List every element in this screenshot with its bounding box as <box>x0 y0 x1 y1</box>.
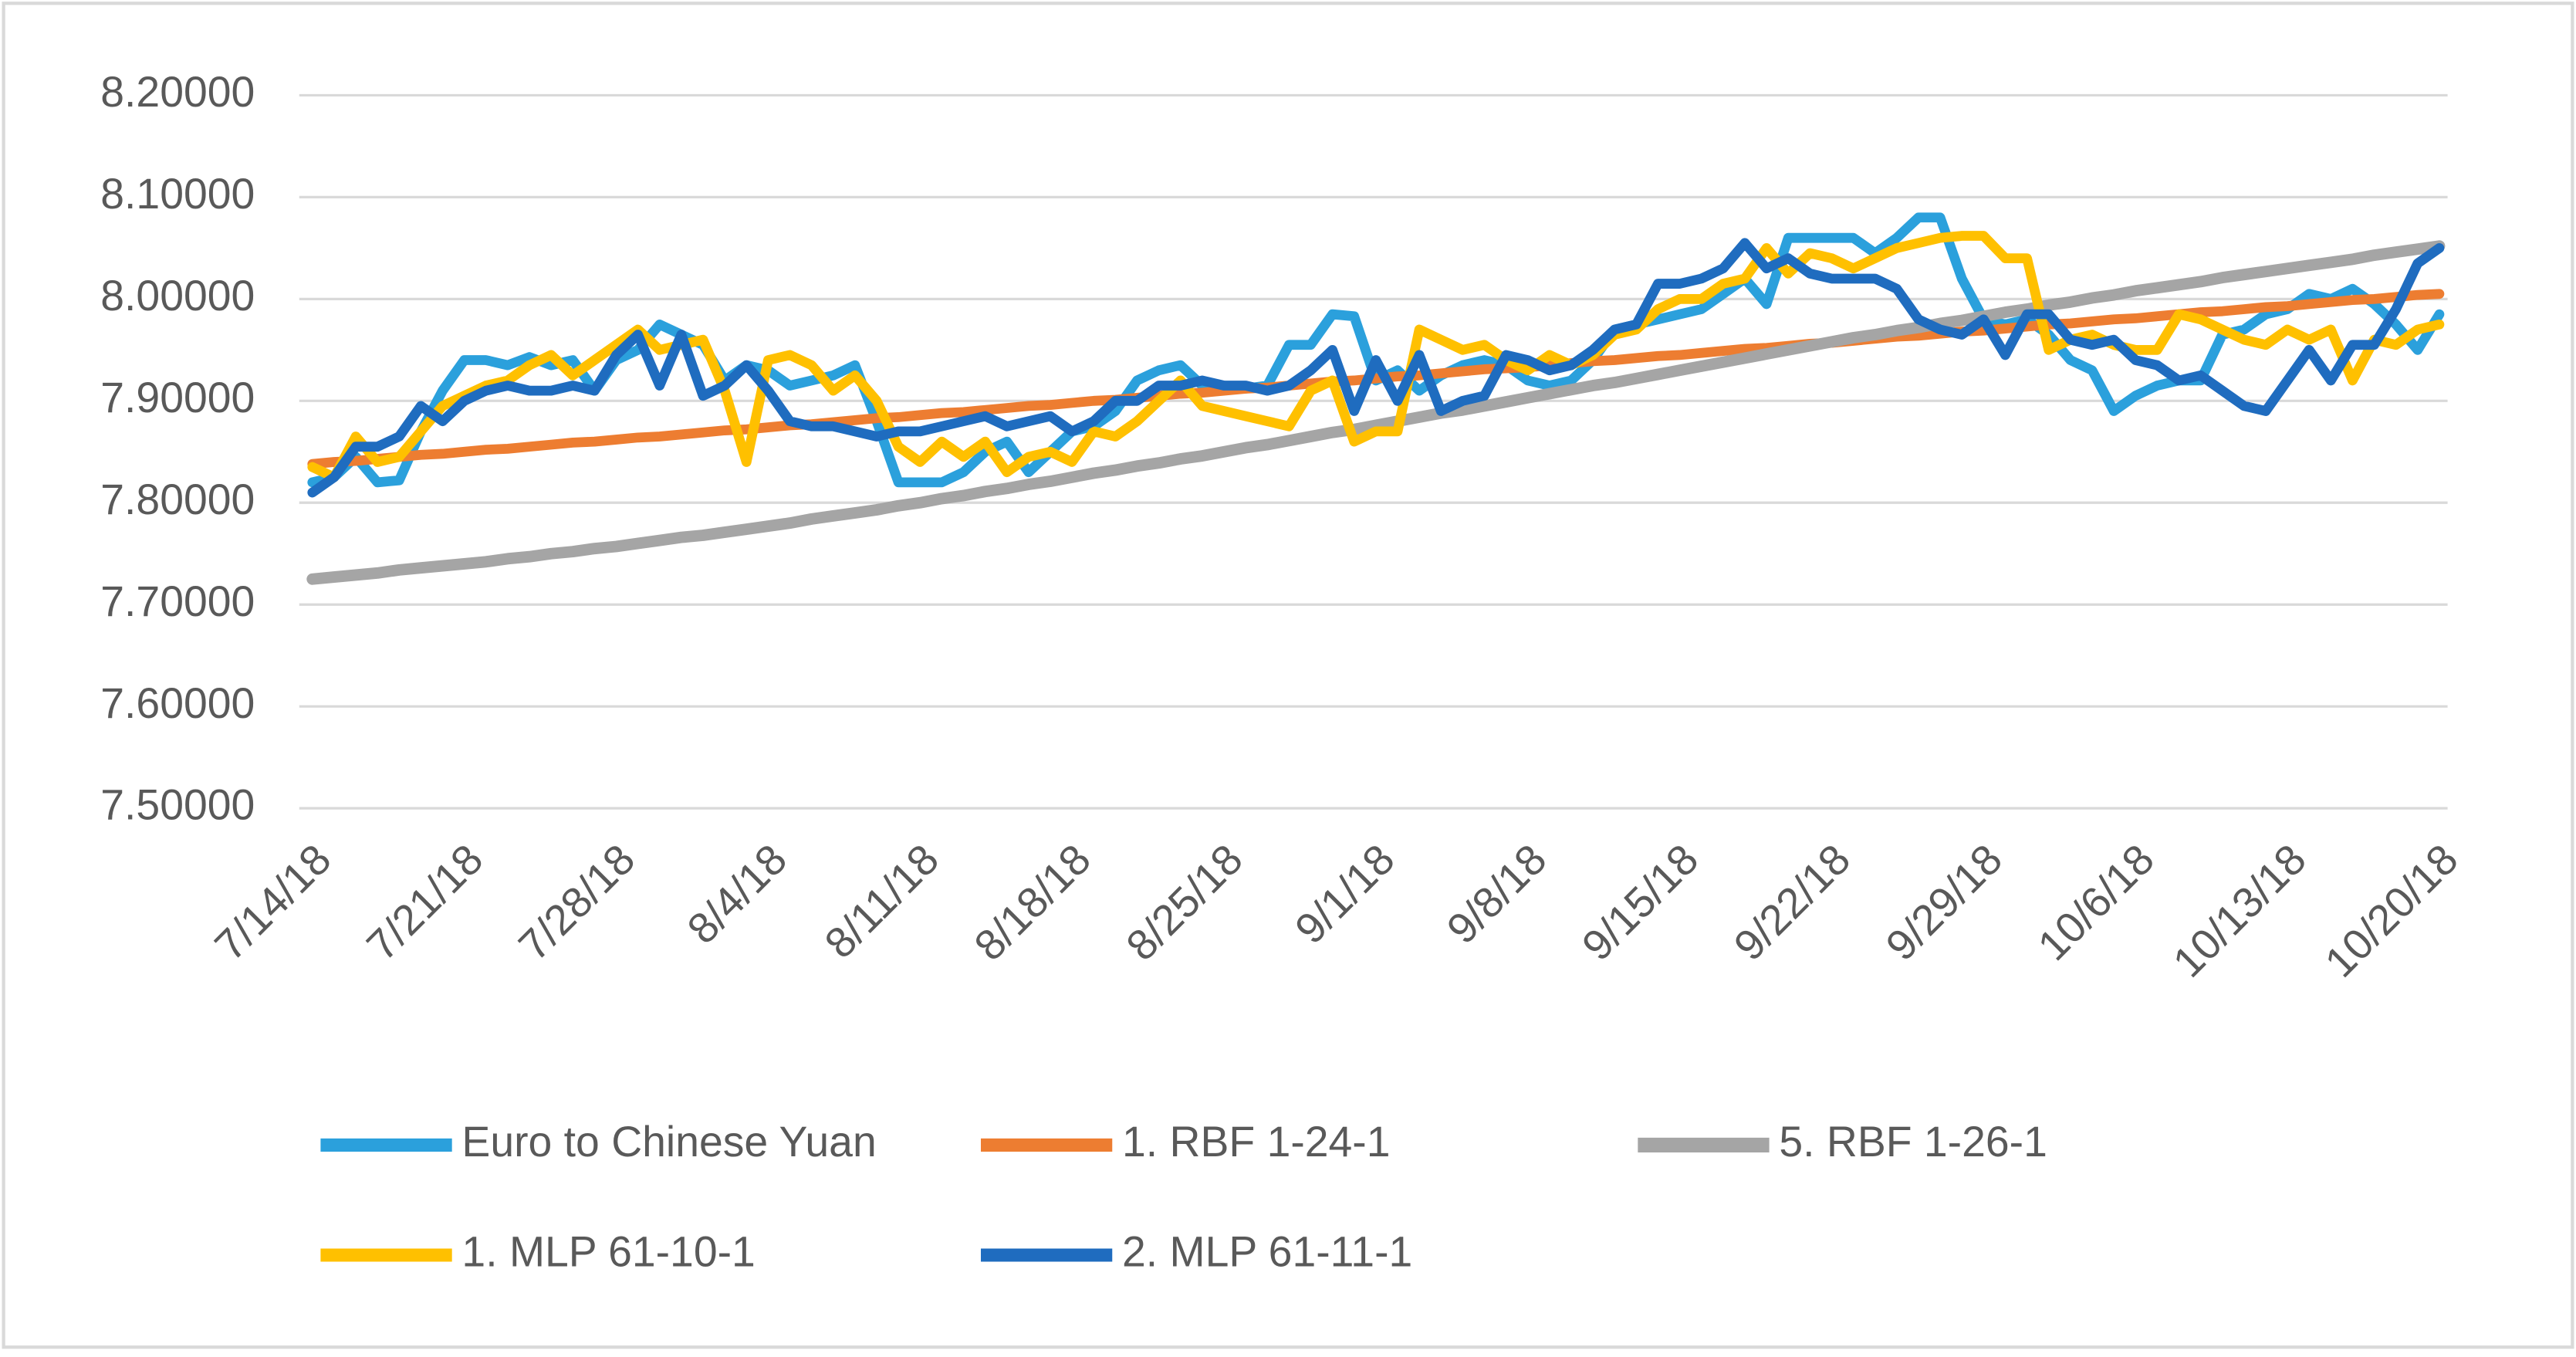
legend-label: 1. RBF 1-24-1 <box>1122 1118 1390 1166</box>
legend-label: 2. MLP 61-11-1 <box>1122 1228 1412 1276</box>
series-line <box>306 240 2446 585</box>
y-tick-label: 7.50000 <box>100 781 255 829</box>
legend-label: Euro to Chinese Yuan <box>461 1118 876 1166</box>
y-tick-label: 7.60000 <box>100 679 255 727</box>
legend-label: 5. RBF 1-26-1 <box>1779 1118 2047 1166</box>
y-tick-label: 7.90000 <box>100 374 255 421</box>
y-tick-label: 8.10000 <box>100 170 255 218</box>
y-tick-label: 7.80000 <box>100 475 255 523</box>
series-line <box>307 289 2445 469</box>
series-line <box>307 238 2445 498</box>
y-tick-label: 7.70000 <box>100 577 255 625</box>
legend-label: 1. MLP 61-10-1 <box>461 1228 755 1276</box>
y-tick-label: 8.20000 <box>100 68 255 116</box>
y-tick-label: 8.00000 <box>100 272 255 320</box>
series-line <box>307 231 2445 482</box>
